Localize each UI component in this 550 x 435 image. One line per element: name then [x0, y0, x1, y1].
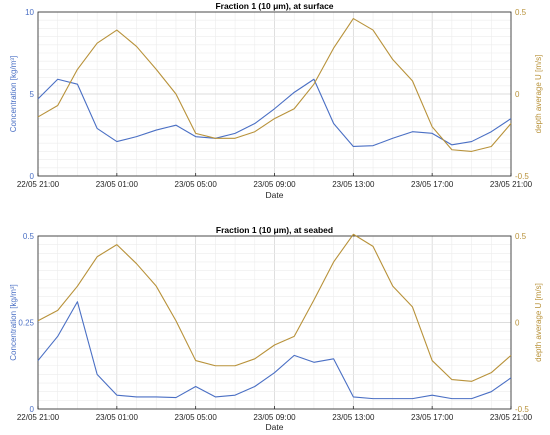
chart1-x-tick-label: 23/05 01:00: [96, 180, 139, 189]
chart1-right-tick-label: -0.5: [515, 172, 529, 181]
chart2-x-tick-label: 22/05 21:00: [17, 413, 60, 422]
chart2-left-tick-label: 0.5: [23, 232, 35, 241]
chart2-x-tick-label: 23/05 21:00: [490, 413, 533, 422]
chart2-x-tick-label: 23/05 17:00: [411, 413, 454, 422]
chart2-x-tick-label: 23/05 01:00: [96, 413, 139, 422]
chart1-x-tick-label: 23/05 17:00: [411, 180, 454, 189]
chart2-left-tick-label: 0.25: [18, 319, 34, 328]
chart1-x-tick-label: 23/05 05:00: [175, 180, 218, 189]
chart1-right-axis-label: depth average U [m/s]: [534, 55, 543, 134]
chart2-left-tick-label: 0: [30, 405, 35, 414]
chart1-x-tick-label: 23/05 09:00: [253, 180, 296, 189]
chart1-left-tick-label: 0: [30, 172, 35, 181]
chart2-x-tick-label: 23/05 05:00: [175, 413, 218, 422]
chart1-concentration-line: [37, 78, 512, 148]
chart2-right-axis-label: depth average U [m/s]: [534, 283, 543, 362]
chart1-x-tick-label: 22/05 21:00: [17, 180, 60, 189]
chart2-x-tick-label: 23/05 13:00: [332, 413, 375, 422]
chart1-left-axis-label: Concentration [kg/m³]: [9, 56, 18, 132]
chart2-depth-average-u-line: [37, 233, 512, 382]
chart2-right-tick-label: -0.5: [515, 405, 529, 414]
chart2-x-tick-label: 23/05 09:00: [253, 413, 296, 422]
chart2-title: Fraction 1 (10 μm), at seabed: [216, 225, 333, 235]
chart1-title: Fraction 1 (10 μm), at surface: [215, 1, 333, 11]
chart1-left-tick-label: 5: [30, 90, 35, 99]
chart1-x-axis-label: Date: [266, 190, 284, 200]
chart1-x-tick-label: 23/05 21:00: [490, 180, 533, 189]
chart1-right-tick-label: 0: [515, 90, 520, 99]
chart1-depth-average-u-line: [37, 18, 512, 152]
chart2-right-tick-label: 0.5: [515, 232, 527, 241]
chart2-right-tick-label: 0: [515, 319, 520, 328]
chart2-x-axis-label: Date: [266, 422, 284, 432]
chart2-concentration-line: [37, 301, 512, 400]
chart2-left-axis-label: Concentration [kg/m³]: [9, 284, 18, 360]
chart1-x-tick-label: 23/05 13:00: [332, 180, 375, 189]
chart1-left-tick-label: 10: [25, 8, 34, 17]
chart1-right-tick-label: 0.5: [515, 8, 527, 17]
